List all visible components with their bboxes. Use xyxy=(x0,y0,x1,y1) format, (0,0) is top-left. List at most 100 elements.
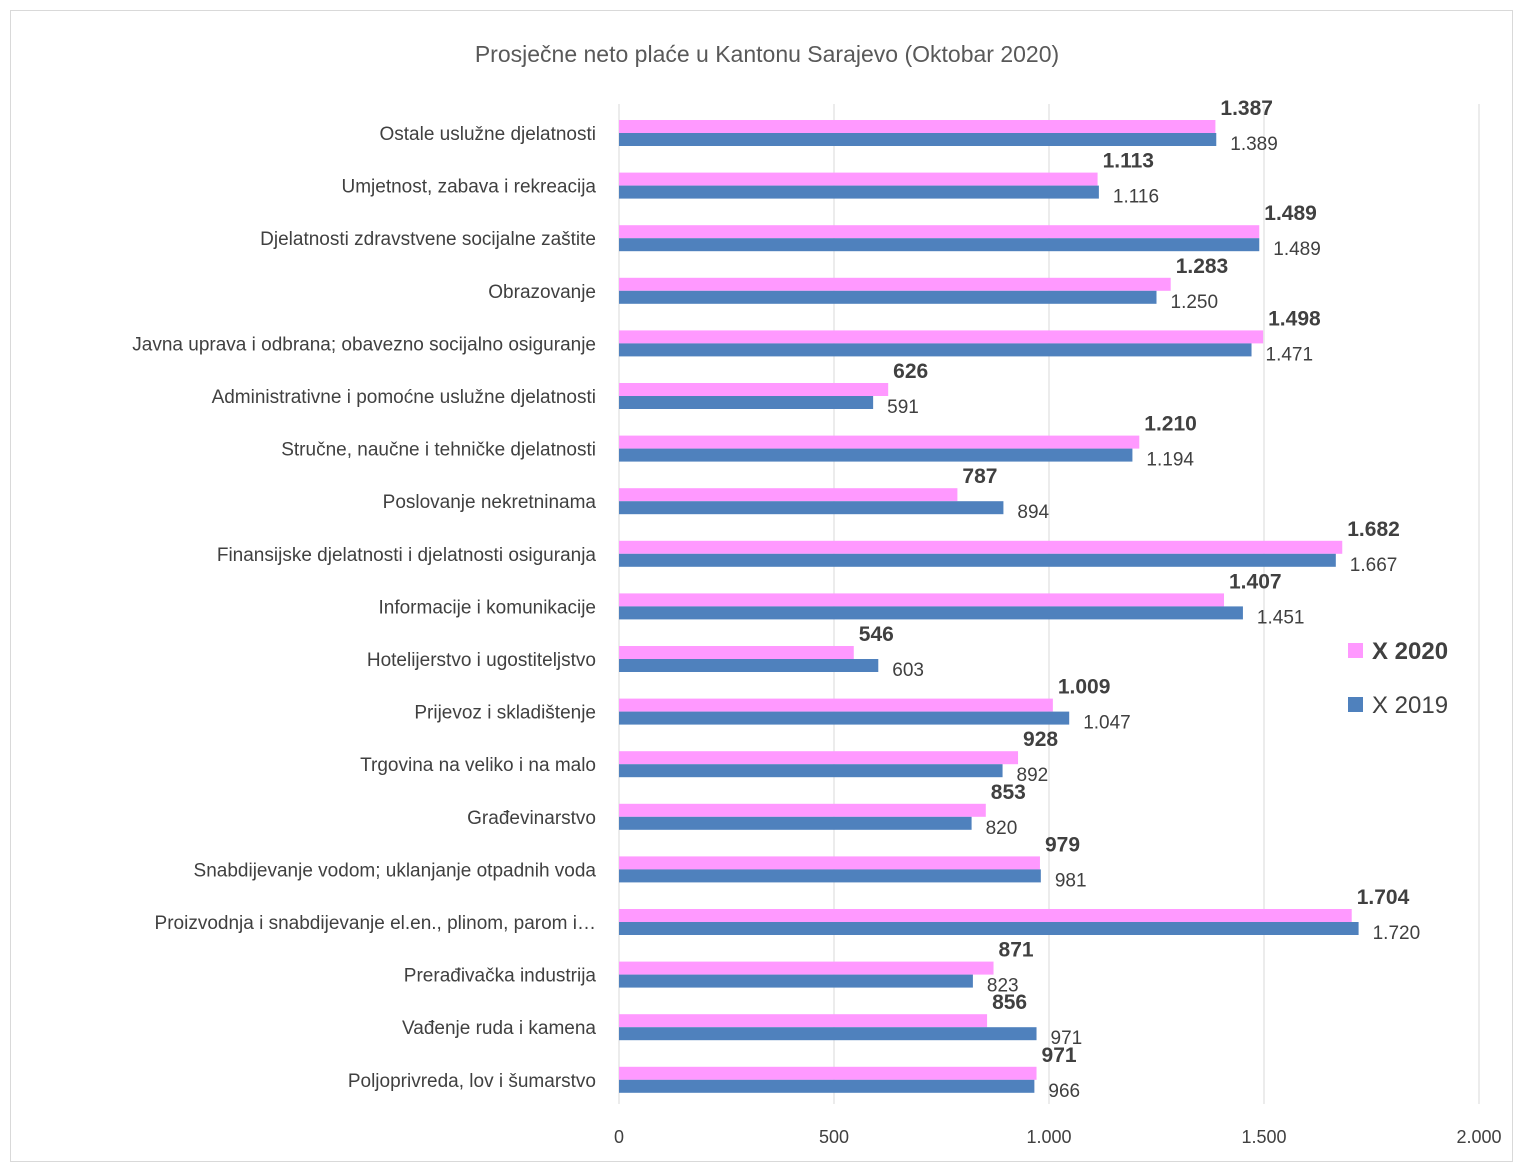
x-tick-label: 1.500 xyxy=(1241,1127,1286,1147)
data-label-x2019: 1.047 xyxy=(1083,713,1131,734)
data-label-x2019: 820 xyxy=(986,818,1018,839)
data-label-x2019: 1.489 xyxy=(1273,239,1321,260)
bar-x2019 xyxy=(619,1079,1035,1093)
data-label-x2020: 1.283 xyxy=(1176,255,1229,278)
category-label: Finansijske djelatnosti i djelatnosti os… xyxy=(217,545,597,566)
data-label-x2019: 1.451 xyxy=(1257,607,1305,628)
bar-x2019 xyxy=(619,711,1070,725)
category-label: Prijevoz i skladištenje xyxy=(414,703,596,724)
category-label: Poslovanje nekretninama xyxy=(383,492,597,513)
bars xyxy=(619,120,1359,1093)
bar-x2020 xyxy=(619,225,1260,239)
category-label: Informacije i komunikacije xyxy=(378,597,596,618)
data-label-x2020: 928 xyxy=(1023,728,1058,751)
bar-x2019 xyxy=(619,922,1359,935)
bar-x2020 xyxy=(619,277,1171,291)
data-label-x2020: 546 xyxy=(859,623,894,646)
data-label-x2020: 1.210 xyxy=(1144,413,1197,436)
category-label: Poljoprivreda, lov i šumarstvo xyxy=(348,1071,596,1092)
chart-title: Prosječne neto plaće u Kantonu Sarajevo … xyxy=(475,41,1059,67)
data-label-x2019: 966 xyxy=(1048,1081,1080,1102)
bar-x2019 xyxy=(619,816,972,830)
x-tick-label: 1.000 xyxy=(1026,1127,1071,1147)
data-label-x2019: 892 xyxy=(1017,765,1049,786)
data-label-x2019: 1.720 xyxy=(1373,923,1421,944)
category-label: Djelatnosti zdravstvene socijalne zaštit… xyxy=(260,229,596,250)
data-label-x2019: 1.667 xyxy=(1350,555,1398,576)
x-axis-tick-labels: 0 500 1.000 1.500 2.000 xyxy=(614,1127,1502,1147)
data-label-x2019: 823 xyxy=(987,976,1019,997)
data-label-x2020: 1.387 xyxy=(1220,97,1273,120)
data-label-x2020: 1.498 xyxy=(1268,307,1321,330)
bar-x2019 xyxy=(619,659,879,672)
bar-x2019 xyxy=(619,974,973,988)
category-label: Vađenje ruda i kamena xyxy=(402,1018,596,1039)
x-tick-label: 2.000 xyxy=(1456,1127,1501,1147)
data-label-x2019: 971 xyxy=(1051,1028,1083,1049)
data-label-x2019: 1.471 xyxy=(1266,344,1314,365)
data-label-x2020: 626 xyxy=(893,360,928,383)
data-label-x2020: 856 xyxy=(992,991,1027,1014)
bar-x2019 xyxy=(619,869,1041,883)
category-label: Hotelijerstvo i ugostiteljstvo xyxy=(367,650,596,671)
data-label-x2019: 894 xyxy=(1017,502,1049,523)
data-label-x2019: 603 xyxy=(892,660,924,681)
data-label-x2019: 1.389 xyxy=(1230,134,1278,155)
bar-x2019 xyxy=(619,1027,1037,1041)
data-label-x2020: 1.682 xyxy=(1347,518,1400,541)
data-label-x2020: 979 xyxy=(1045,833,1080,856)
legend-swatch-x2020 xyxy=(1348,643,1363,658)
category-label: Trgovina na veliko i na malo xyxy=(360,755,596,776)
bar-x2019 xyxy=(619,133,1217,146)
bar-x2020 xyxy=(619,646,854,659)
bar-x2020 xyxy=(619,856,1040,870)
data-label-x2019: 591 xyxy=(887,397,919,418)
category-labels: Ostale uslužne djelatnosti Umjetnost, zab… xyxy=(132,124,596,1092)
data-label-x2020: 1.704 xyxy=(1357,886,1410,909)
bar-x2020 xyxy=(619,803,986,817)
bar-x2019 xyxy=(619,290,1157,304)
category-label: Stručne, naučne i tehničke djelatnosti xyxy=(281,440,596,461)
legend: X 2020 X 2019 xyxy=(1348,638,1448,719)
data-label-x2019: 1.116 xyxy=(1113,187,1159,208)
x-tick-label: 0 xyxy=(614,1127,624,1147)
data-label-x2020: 871 xyxy=(999,939,1034,962)
data-label-x2020: 1.113 xyxy=(1103,150,1154,173)
bar-x2020 xyxy=(619,1066,1037,1080)
legend-label-x2020: X 2020 xyxy=(1372,638,1448,665)
category-label: Proizvodnja i snabdijevanje el.en., plin… xyxy=(155,913,596,934)
legend-swatch-x2019 xyxy=(1348,697,1363,712)
bar-x2020 xyxy=(619,172,1098,186)
data-label-x2019: 1.194 xyxy=(1146,450,1194,471)
data-label-x2020: 971 xyxy=(1042,1044,1077,1067)
bar-x2020 xyxy=(619,961,994,975)
bar-x2019 xyxy=(619,238,1260,252)
data-label-x2020: 1.009 xyxy=(1058,676,1111,699)
bar-x2019 xyxy=(619,764,1003,778)
value-labels: 1.387 1.389 1.113 1.116 1.489 1.489 1.283 1.250… xyxy=(859,97,1420,1102)
bar-x2019 xyxy=(619,606,1243,620)
category-label: Prerađivačka industrija xyxy=(404,966,597,987)
bar-x2020 xyxy=(619,383,889,396)
data-label-x2020: 1.489 xyxy=(1264,202,1317,225)
bar-x2020 xyxy=(619,330,1264,344)
category-label: Administrativne i pomoćne uslužne djelat… xyxy=(212,387,596,408)
bar-x2020 xyxy=(619,593,1225,607)
bar-x2020 xyxy=(619,435,1140,449)
bar-x2020 xyxy=(619,120,1216,133)
bar-x2019 xyxy=(619,343,1252,357)
bar-x2020 xyxy=(619,1014,988,1028)
category-label: Javna uprava i odbrana; obavezno socijal… xyxy=(132,334,596,355)
data-label-x2020: 787 xyxy=(962,465,997,488)
bar-x2019 xyxy=(619,185,1099,199)
data-label-x2020: 853 xyxy=(991,781,1026,804)
data-label-x2019: 981 xyxy=(1055,870,1087,891)
category-label: Snabdijevanje vodom; uklanjanje otpadnih… xyxy=(194,860,597,881)
data-label-x2020: 1.407 xyxy=(1229,570,1282,593)
bar-x2019 xyxy=(619,396,874,409)
bar-x2019 xyxy=(619,501,1004,515)
legend-label-x2019: X 2019 xyxy=(1372,692,1448,719)
bar-x2020 xyxy=(619,540,1343,554)
bar-x2020 xyxy=(619,698,1053,712)
